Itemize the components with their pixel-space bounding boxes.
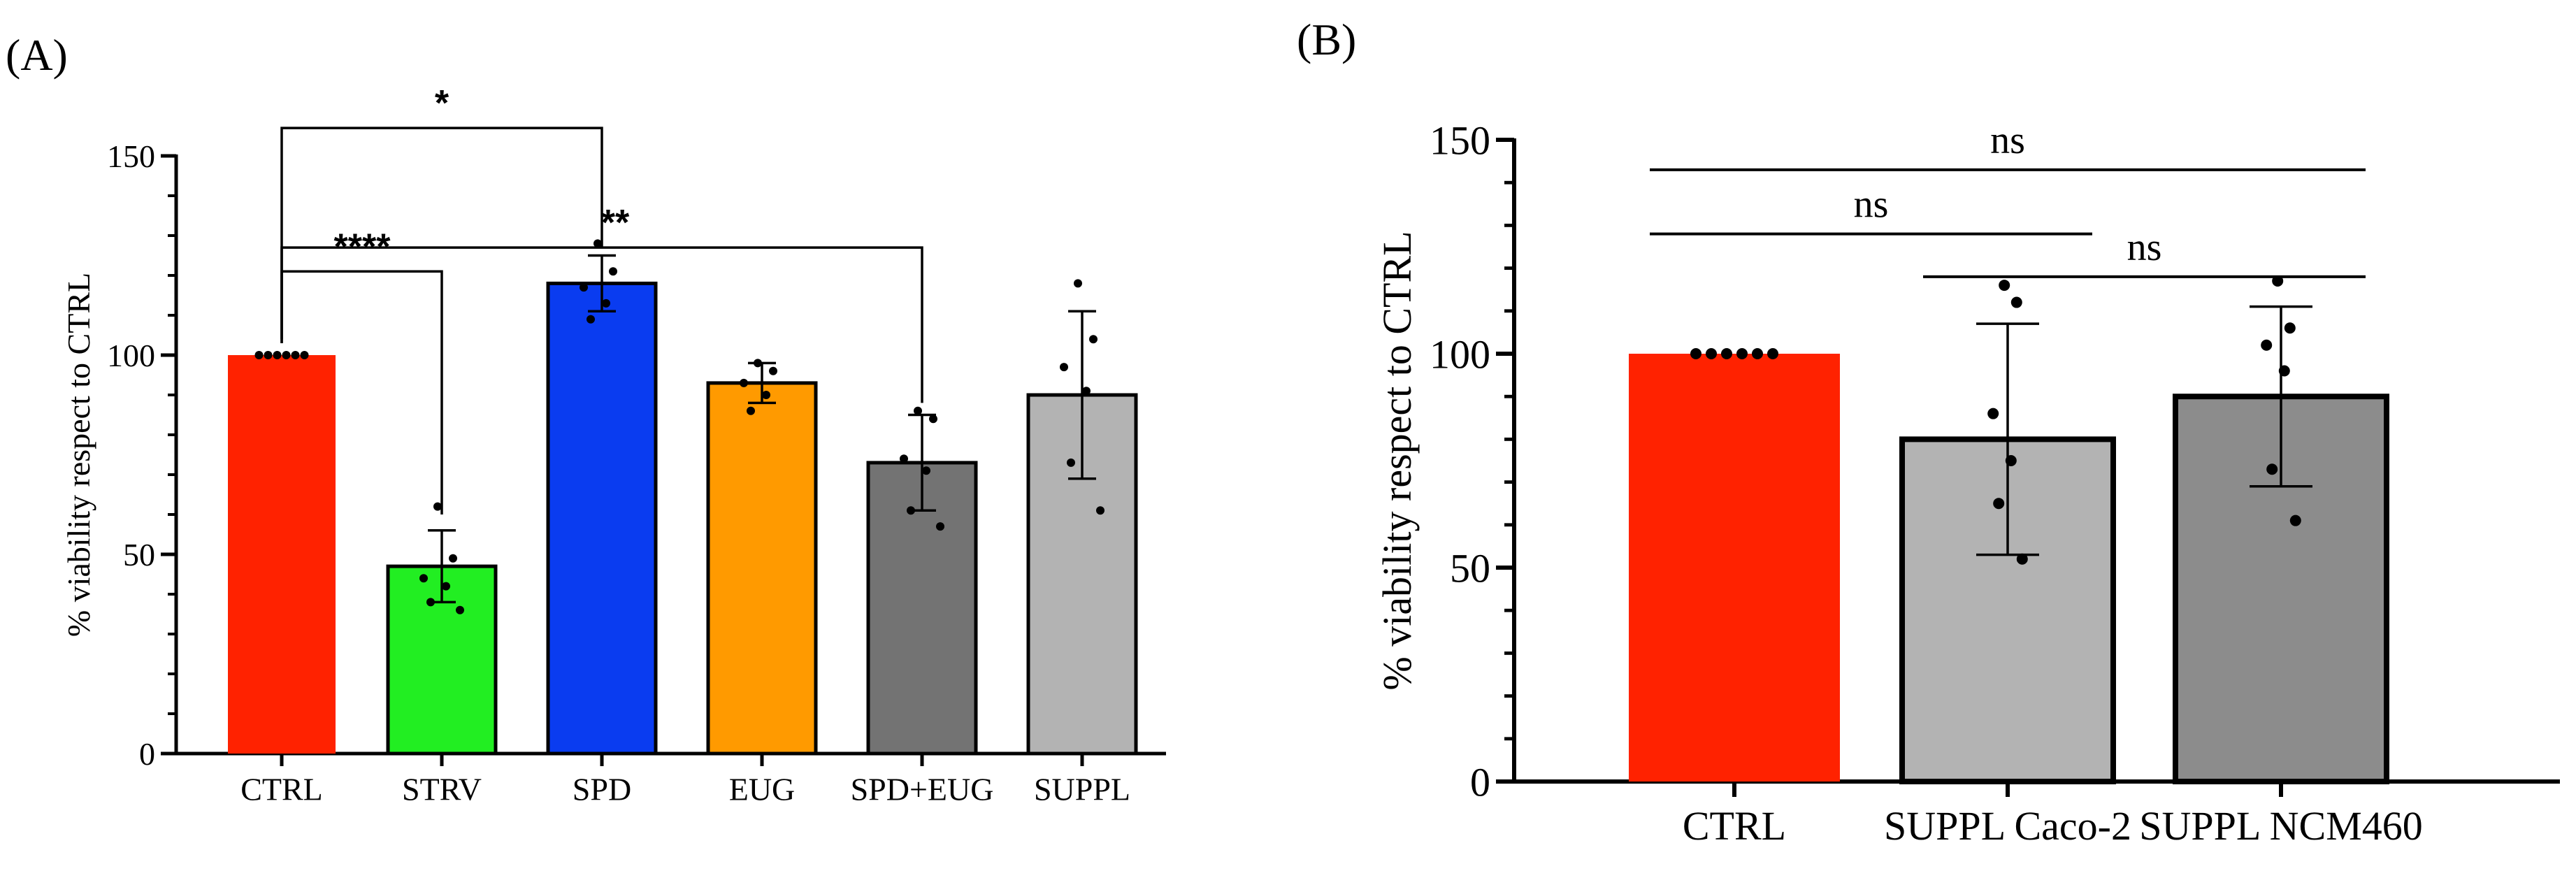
panel-b-data-point <box>2010 296 2022 308</box>
panel-a-data-point <box>580 283 588 292</box>
panel-a-data-point <box>442 582 450 591</box>
panel-a-bar-eug <box>706 381 818 756</box>
panel-a-significance-label: ** <box>601 203 630 243</box>
panel-b-data-point <box>2266 463 2278 475</box>
panel-a-data-point <box>1067 458 1075 467</box>
panel-b-data-point <box>1721 348 1732 359</box>
panel-a-data-point <box>291 351 300 359</box>
panel-a-data-point <box>747 406 755 415</box>
panel-b-data-point <box>2016 553 2028 565</box>
panel-a-significance-bracket <box>280 127 603 343</box>
panel-a-data-point <box>914 406 922 415</box>
panel-a: (A) % viability respect to CTRL 0 50 100 15… <box>6 30 1166 807</box>
panel-a-data-point <box>449 554 457 563</box>
panel-b-y-tick-label: 0 <box>1470 759 1490 805</box>
panel-a-category-label: SUPPL <box>1034 771 1130 807</box>
panel-a-data-point <box>433 502 442 511</box>
panel-b-data-point <box>1987 408 1999 419</box>
panel-a-data-point <box>936 522 944 531</box>
panel-b-data-point <box>1767 348 1778 359</box>
panel-b-category-label: CTRL <box>1683 803 1786 849</box>
panel-b-category-label: SUPPL NCM460 <box>2139 803 2423 849</box>
panel-a-category-label: STRV <box>402 771 482 807</box>
panel-a-data-point <box>1082 387 1091 396</box>
panel-a-data-point <box>1060 363 1068 372</box>
panel-a-y-axis-label: % viability respect to CTRL <box>61 273 96 637</box>
panel-b-data-point <box>1999 280 2010 291</box>
panel-b-significance-label: ns <box>2127 226 2162 269</box>
panel-a-data-point <box>587 315 595 324</box>
panel-a-y-tick-label: 150 <box>107 138 155 174</box>
panel-a-data-point <box>929 415 937 424</box>
panel-a-category-label: CTRL <box>240 771 323 807</box>
panel-b-y-tick-label: 150 <box>1430 117 1490 163</box>
panel-a-data-point <box>762 391 770 399</box>
panel-b-label: (B) <box>1297 15 1356 64</box>
panel-a-data-point <box>282 351 291 359</box>
panel-b-data-point <box>1736 348 1748 359</box>
panel-b-significance-label: ns <box>1990 119 2025 162</box>
panel-b-category-label: SUPPL Caco-2 <box>1884 803 2131 849</box>
panel-a-label: (A) <box>6 30 68 80</box>
panel-a-category-label: SPD+EUG <box>851 771 994 807</box>
panel-a-data-point <box>609 267 617 276</box>
panel-a-data-point <box>740 378 748 387</box>
panel-a-y-tick-label: 0 <box>139 736 155 772</box>
panel-a-data-point <box>900 454 908 463</box>
panel-b-data-point <box>2261 339 2273 351</box>
panel-b-data-point <box>2289 514 2301 526</box>
panel-b-significance-label: ns <box>1854 183 1889 226</box>
panel-b-data-point <box>1690 348 1701 359</box>
panel-a-data-point <box>264 351 273 359</box>
panel-b-data-point <box>2278 365 2290 377</box>
panel-b-data-point <box>1752 348 1763 359</box>
panel-a-data-point <box>754 359 762 368</box>
panel-b-bar-ctrl <box>1629 354 1840 782</box>
panel-a-category-label: EUG <box>729 771 796 807</box>
panel-a-y-tick-label: 100 <box>107 338 155 373</box>
panel-a-data-point <box>602 298 610 308</box>
panel-a-data-point <box>1096 506 1104 515</box>
panel-a-data-point <box>769 366 777 375</box>
panel-a-data-point <box>1089 335 1098 344</box>
panel-b-data-point <box>2284 322 2296 334</box>
panel-a-data-point <box>1074 279 1082 288</box>
panel-a-data-point <box>300 351 309 359</box>
panel-b-y-tick-label: 100 <box>1430 331 1490 377</box>
panel-a-data-point <box>426 598 435 607</box>
panel-a-y-tick-label: 50 <box>123 537 155 573</box>
panel-a-significance-bracket <box>280 270 443 514</box>
panel-b-data-point <box>1706 348 1717 359</box>
panel-a-data-point <box>419 574 428 583</box>
panel-a-data-point <box>254 351 264 359</box>
panel-a-data-point <box>907 506 915 515</box>
panel-a-significance-label: * <box>435 83 449 124</box>
panel-b-data-point <box>2272 275 2284 287</box>
panel-b-y-axis-label: % viability respect to CTRL <box>1374 231 1420 690</box>
panel-a-bar-ctrl <box>228 355 336 754</box>
panel-a-category-label: SPD <box>573 771 631 807</box>
panel-a-data-point <box>593 239 602 248</box>
panel-b-y-tick-label: 50 <box>1450 545 1490 591</box>
panel-a-significance-label: **** <box>334 226 391 267</box>
panel-b: (B) % viability respect to CTRL 0 50 100 15… <box>1297 15 2560 849</box>
panel-b-data-point <box>1993 498 2005 510</box>
panel-a-data-point <box>456 605 464 614</box>
panel-b-data-point <box>2005 455 2017 466</box>
panel-a-data-point <box>922 466 930 475</box>
panel-a-data-point <box>273 351 282 359</box>
panel-a-bar-spd <box>546 281 658 756</box>
